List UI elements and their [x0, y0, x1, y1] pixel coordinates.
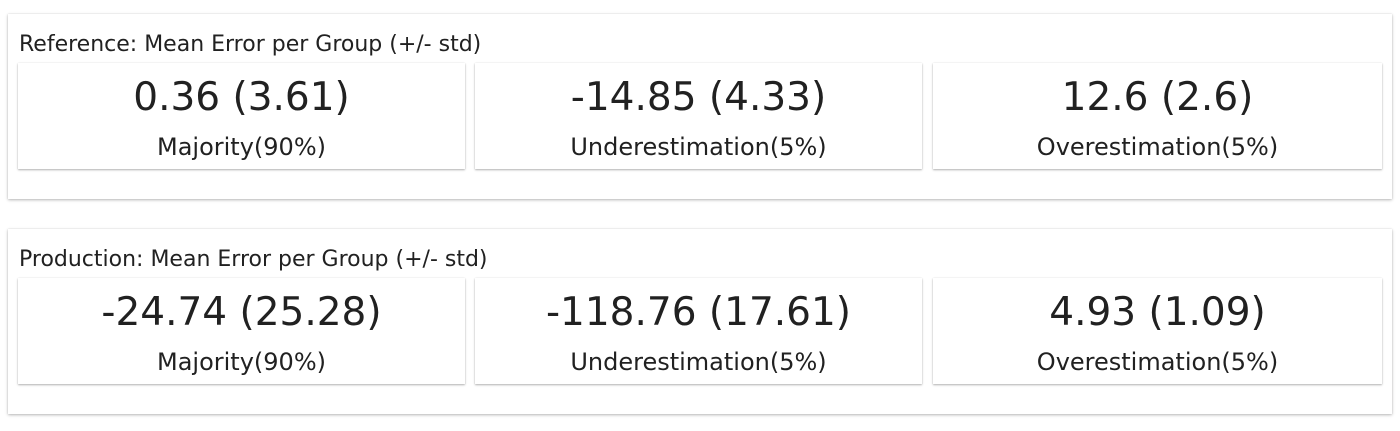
mean-error-value: 0.36 (3.61) [133, 75, 350, 120]
majority-group-card: 0.36 (3.61) Majority(90%) [18, 63, 465, 169]
mean-error-value: 4.93 (1.09) [1049, 290, 1266, 335]
group-label: Majority(90%) [157, 348, 326, 376]
group-cards: -24.74 (25.28) Majority(90%) -118.76 (17… [18, 278, 1382, 384]
group-label: Overestimation(5%) [1036, 133, 1279, 161]
mean-error-value: -14.85 (4.33) [570, 75, 827, 120]
mean-error-value: -24.74 (25.28) [101, 290, 382, 335]
group-label: Overestimation(5%) [1036, 348, 1279, 376]
panel-title: Reference: Mean Error per Group (+/- std… [19, 32, 482, 57]
group-cards: 0.36 (3.61) Majority(90%) -14.85 (4.33) … [18, 63, 1382, 169]
underestimation-group-card: -118.76 (17.61) Underestimation(5%) [475, 278, 922, 384]
group-label: Underestimation(5%) [570, 348, 827, 376]
underestimation-group-card: -14.85 (4.33) Underestimation(5%) [475, 63, 922, 169]
reference-error-panel: Reference: Mean Error per Group (+/- std… [8, 14, 1392, 199]
overestimation-group-card: 12.6 (2.6) Overestimation(5%) [933, 63, 1382, 169]
production-error-panel: Production: Mean Error per Group (+/- st… [8, 229, 1392, 414]
mean-error-value: 12.6 (2.6) [1061, 75, 1254, 120]
majority-group-card: -24.74 (25.28) Majority(90%) [18, 278, 465, 384]
mean-error-value: -118.76 (17.61) [545, 290, 851, 335]
group-label: Majority(90%) [157, 133, 326, 161]
overestimation-group-card: 4.93 (1.09) Overestimation(5%) [933, 278, 1382, 384]
panel-title: Production: Mean Error per Group (+/- st… [19, 247, 488, 272]
group-label: Underestimation(5%) [570, 133, 827, 161]
